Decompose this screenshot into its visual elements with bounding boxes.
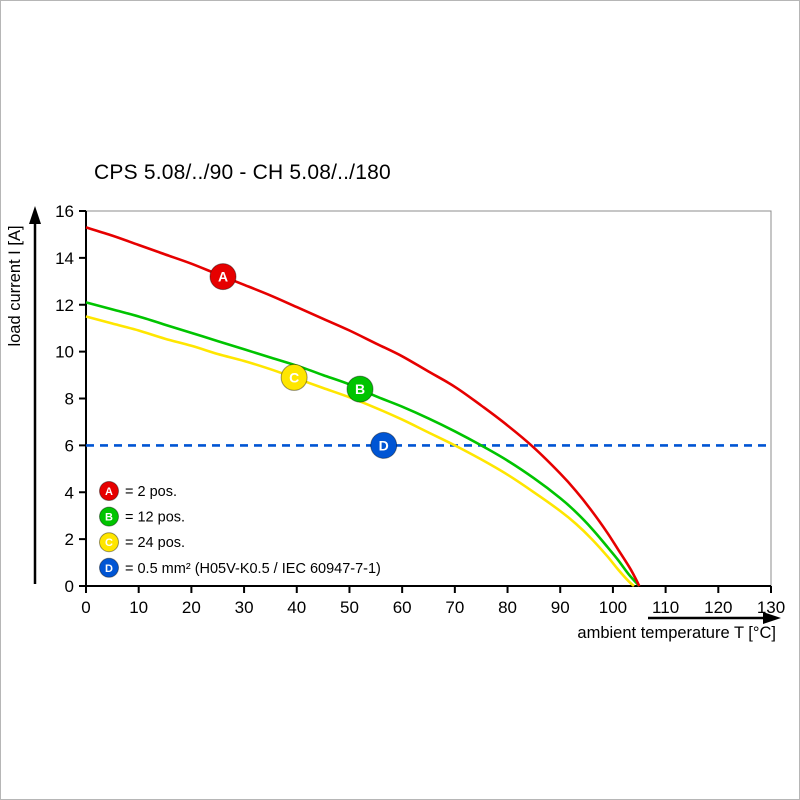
marker-letter-D: D — [379, 437, 389, 453]
x-axis-label: ambient temperature T [°C] — [577, 624, 776, 642]
legend-marker-letter-D: D — [105, 563, 113, 575]
legend-marker-letter-A: A — [105, 486, 113, 498]
y-tick-label: 4 — [65, 483, 74, 502]
legend-label-A: = 2 pos. — [125, 484, 177, 500]
legend-label-B: = 12 pos. — [125, 510, 185, 526]
x-tick-label: 50 — [340, 598, 359, 617]
y-tick-label: 16 — [55, 202, 74, 221]
x-tick-label: 110 — [652, 598, 679, 617]
legend-marker-B — [99, 506, 119, 527]
marker-A — [209, 263, 237, 291]
x-tick-label: 70 — [445, 598, 464, 617]
x-tick-label: 20 — [182, 598, 201, 617]
y-tick-label: 14 — [55, 249, 74, 268]
legend-marker-A — [99, 481, 119, 501]
x-tick-label: 10 — [129, 598, 148, 617]
y-axis-ticks: 0 2 4 6 8 10 12 14 16 — [55, 202, 86, 596]
y-tick-label: 0 — [65, 577, 74, 596]
y-tick-label: 12 — [55, 296, 74, 315]
y-tick-label: 6 — [65, 436, 74, 455]
legend-marker-letter-B: B — [105, 512, 113, 524]
x-tick-label: 60 — [393, 598, 412, 617]
curve-B — [85, 301, 641, 587]
legend-marker-C — [99, 532, 119, 553]
marker-C — [280, 363, 308, 391]
y-tick-label: 2 — [65, 530, 74, 549]
legend-marker-D — [99, 557, 119, 578]
y-axis-arrowhead-icon — [29, 206, 41, 224]
x-tick-label: 0 — [81, 598, 90, 617]
legend-label-D: = 0.5 mm² (H05V-K0.5 / IEC 60947-7-1) — [125, 561, 381, 577]
series-curves — [85, 226, 771, 587]
series-markers: A B C D — [209, 263, 398, 459]
curve-A — [85, 226, 641, 587]
y-tick-label: 10 — [55, 343, 74, 362]
x-tick-label: 30 — [235, 598, 254, 617]
legend-marker-letter-C: C — [105, 537, 113, 549]
marker-B — [346, 375, 374, 403]
legend: A = 2 pos. B = 12 pos. C = 24 pos. D = 0.5 mm² … — [99, 481, 381, 578]
x-tick-label: 40 — [287, 598, 306, 617]
x-tick-label: 120 — [704, 598, 732, 617]
x-tick-label: 90 — [551, 598, 570, 617]
marker-letter-A: A — [218, 269, 228, 285]
x-axis-arrowhead-icon — [763, 612, 781, 624]
legend-label-C: = 24 pos. — [125, 535, 185, 551]
x-axis-ticks: 0 10 20 30 40 50 60 70 80 90 100 110 120 130 — [81, 586, 785, 617]
y-axis-label: load current I [A] — [6, 225, 24, 347]
y-tick-label: 8 — [65, 390, 74, 409]
marker-letter-C: C — [289, 369, 299, 385]
marker-letter-B: B — [355, 381, 365, 397]
plot-border — [85, 210, 772, 587]
x-tick-label: 100 — [599, 598, 627, 617]
marker-D — [370, 431, 398, 459]
chart-title: CPS 5.08/../90 - CH 5.08/../180 — [94, 161, 391, 184]
x-tick-label: 80 — [498, 598, 517, 617]
curve-C — [85, 315, 635, 587]
x-tick-label: 130 — [757, 598, 785, 617]
